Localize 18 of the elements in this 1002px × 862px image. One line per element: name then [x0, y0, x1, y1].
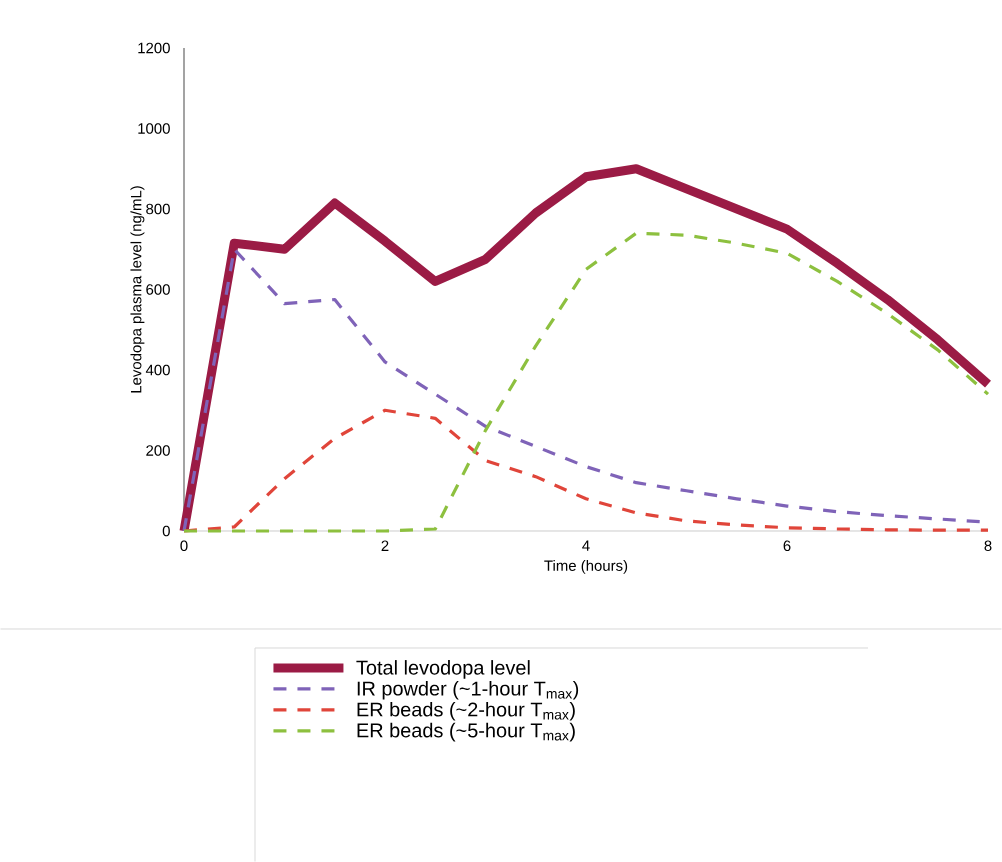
y-axis-title: Levodopa plasma level (ng/mL)	[130, 186, 145, 393]
y-tick-label: 200	[146, 445, 170, 456]
x-axis-title: Time (hours)	[544, 559, 628, 574]
x-tick-label: 4	[582, 540, 590, 551]
x-tick-label: 0	[180, 540, 188, 552]
legend-label: IR powder (~1-hour T$_{max}$)	[357, 681, 579, 700]
y-tick-label: 800	[146, 203, 170, 215]
legend-label: ER beads (~5-hour T$_{max}$)	[357, 722, 575, 742]
y-tick-label: 400	[145, 364, 170, 376]
y-tick-label: 1200	[138, 42, 170, 54]
legend-label: Total levodopa level	[356, 660, 530, 679]
y-tick-label: 0	[162, 525, 170, 537]
y-tick-label: 600	[146, 284, 170, 295]
x-tick-label: 8	[984, 540, 992, 552]
x-tick-label: 2	[381, 540, 389, 551]
x-tick-label: 6	[783, 540, 791, 552]
legend-label: ER beads (~2-hour T$_{max}$)	[357, 701, 575, 721]
y-tick-label: 1000	[138, 123, 170, 134]
